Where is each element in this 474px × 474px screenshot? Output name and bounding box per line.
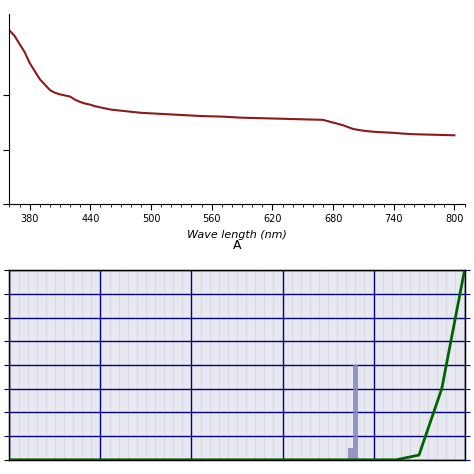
Bar (348, 448, 353, 460)
Text: A: A (233, 239, 241, 252)
X-axis label: Wave length (nm): Wave length (nm) (187, 230, 287, 240)
Bar (353, 365, 357, 460)
